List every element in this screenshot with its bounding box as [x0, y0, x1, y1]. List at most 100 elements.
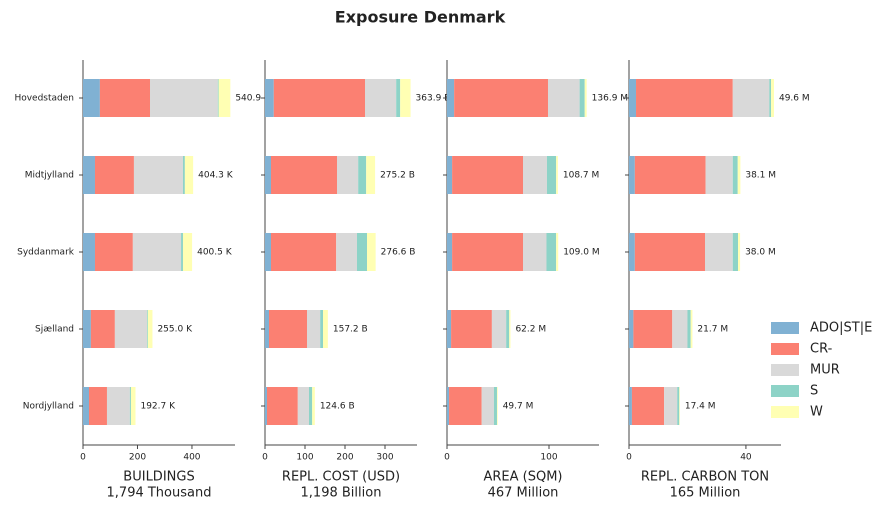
x-tick-label: 0 — [80, 453, 86, 463]
legend-swatch — [771, 406, 799, 418]
x-axis-label: REPL. CARBON TON — [641, 470, 769, 485]
x-tick-label: 200 — [129, 453, 146, 463]
x-tick-label: 200 — [336, 453, 353, 463]
bar-segment — [94, 233, 133, 271]
bar-segment — [271, 156, 337, 194]
x-axis-label: REPL. COST (USD) — [282, 470, 400, 485]
x-tick-label: 100 — [296, 453, 313, 463]
bar-segment — [83, 310, 91, 348]
bar-segment — [705, 156, 733, 194]
x-tick-label: 40 — [740, 453, 752, 463]
x-axis-label: AREA (SQM) — [483, 470, 562, 485]
bar-segment — [90, 310, 115, 348]
bar-segment — [771, 79, 774, 117]
bar-segment — [732, 233, 739, 271]
x-axis-note: 1,794 Thousand — [107, 486, 212, 501]
bar-segment — [271, 233, 337, 271]
bar-segment — [357, 233, 367, 271]
bar-segment — [732, 79, 770, 117]
bar-segment — [265, 387, 267, 425]
bar-segment — [297, 387, 309, 425]
bar-segment — [546, 233, 557, 271]
bar-segment — [83, 79, 100, 117]
bar-segment — [737, 156, 741, 194]
total-label: 136.9 M — [592, 94, 628, 104]
bar-segment — [147, 310, 148, 348]
bar-segment — [269, 310, 307, 348]
y-tick-label: Nordjylland — [23, 402, 74, 412]
x-axis-note: 1,198 Billion — [301, 486, 382, 501]
x-tick-label: 0 — [262, 453, 268, 463]
bar-segment — [523, 233, 547, 271]
y-tick-label: Midtjylland — [25, 171, 74, 181]
total-label: 38.1 M — [745, 171, 776, 181]
bar-segment — [323, 310, 328, 348]
total-label: 157.2 B — [333, 325, 368, 335]
bar-segment — [83, 156, 95, 194]
bar-segment — [629, 233, 635, 271]
total-label: 49.7 M — [503, 402, 534, 412]
bar-segment — [273, 79, 365, 117]
bar-segment — [218, 79, 231, 117]
legend-swatch — [771, 364, 799, 376]
total-label: 192.7 K — [140, 402, 176, 412]
bar-segment — [94, 156, 134, 194]
bar-segment — [309, 387, 313, 425]
bar-segment — [546, 156, 557, 194]
bar-segment — [184, 156, 194, 194]
bar-segment — [182, 233, 193, 271]
bar-segment — [337, 156, 359, 194]
bar-segment — [307, 310, 321, 348]
x-tick-label: 300 — [376, 453, 393, 463]
bar-segment — [267, 387, 298, 425]
legend-label: S — [810, 384, 818, 399]
bar-segment — [481, 387, 494, 425]
x-axis-note: 165 Million — [670, 486, 741, 501]
bar-segment — [769, 79, 772, 117]
bar-segment — [129, 387, 131, 425]
bar-segment — [491, 310, 507, 348]
bar-segment — [690, 310, 693, 348]
bar-segment — [634, 156, 706, 194]
bar-segment — [396, 79, 401, 117]
bar-segment — [631, 387, 665, 425]
bar-segment — [664, 387, 678, 425]
bar-segment — [579, 79, 585, 117]
total-label: 404.3 K — [198, 171, 234, 181]
bar-segment — [556, 233, 559, 271]
bar-segment — [451, 310, 492, 348]
bar-segment — [182, 156, 185, 194]
bar-segment — [147, 310, 153, 348]
bar-segment — [447, 233, 453, 271]
x-tick-label: 400 — [183, 453, 200, 463]
bar-segment — [506, 310, 510, 348]
total-label: 400.5 K — [197, 248, 233, 258]
bar-segment — [114, 310, 148, 348]
total-label: 276.6 B — [381, 248, 416, 258]
total-label: 21.7 M — [697, 325, 728, 335]
legend-label: CR- — [810, 342, 833, 357]
y-tick-label: Syddanmark — [17, 248, 75, 258]
bar-segment — [99, 79, 151, 117]
y-tick-label: Hovedstaden — [14, 94, 74, 104]
bar-segment — [312, 387, 315, 425]
total-label: 38.0 M — [745, 248, 776, 258]
total-label: 275.2 B — [380, 171, 415, 181]
bar-segment — [452, 156, 523, 194]
legend-swatch — [771, 343, 799, 355]
bar-segment — [265, 310, 269, 348]
bar-segment — [629, 310, 634, 348]
bar-segment — [547, 79, 580, 117]
legend-label: W — [810, 405, 823, 420]
legend-swatch — [771, 322, 799, 334]
bar-segment — [454, 79, 548, 117]
bar-segment — [106, 387, 130, 425]
bar-segment — [634, 233, 705, 271]
bar-segment — [265, 233, 271, 271]
y-tick-label: Sjælland — [35, 325, 74, 335]
bar-segment — [629, 156, 635, 194]
bar-segment — [320, 310, 323, 348]
bar-segment — [738, 233, 741, 271]
bar-segment — [88, 387, 107, 425]
bar-segment — [677, 387, 680, 425]
